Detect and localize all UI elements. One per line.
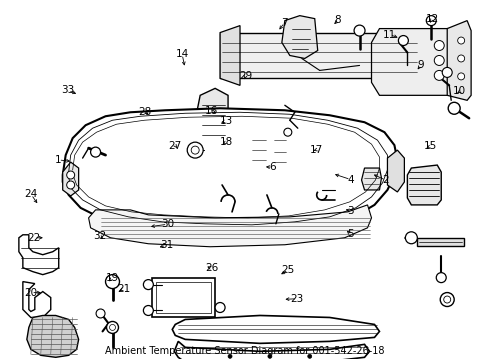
Polygon shape [19,235,59,275]
Polygon shape [416,238,463,246]
Circle shape [215,302,224,312]
Text: 6: 6 [269,162,276,172]
Polygon shape [62,162,79,196]
Text: Ambient Temperature Sensor Diagram for 001-542-26-18: Ambient Temperature Sensor Diagram for 0… [104,346,384,356]
Polygon shape [220,32,419,78]
Polygon shape [152,278,215,318]
Circle shape [109,324,115,330]
Polygon shape [386,150,404,192]
Circle shape [398,36,407,45]
Text: 30: 30 [161,219,174,229]
Polygon shape [361,168,381,190]
Circle shape [143,280,153,289]
Circle shape [447,102,459,114]
Text: 28: 28 [138,107,151,117]
Text: 5: 5 [346,229,353,239]
Circle shape [143,306,153,315]
Polygon shape [174,341,369,360]
Circle shape [267,354,271,358]
Circle shape [227,354,232,358]
Text: 23: 23 [290,294,303,304]
Circle shape [439,293,453,306]
Text: 7: 7 [281,18,287,28]
Circle shape [106,321,118,333]
Text: 33: 33 [61,85,75,95]
Polygon shape [172,315,379,343]
Polygon shape [249,130,267,165]
Polygon shape [62,108,397,232]
Circle shape [90,147,101,157]
Text: 31: 31 [160,240,173,250]
Text: 9: 9 [417,60,423,70]
Circle shape [307,354,311,358]
Text: 17: 17 [309,145,323,155]
Circle shape [433,41,443,50]
Circle shape [191,146,199,154]
Circle shape [66,181,75,189]
Circle shape [96,309,105,318]
Text: 25: 25 [281,265,294,275]
Circle shape [353,25,364,36]
Text: 15: 15 [423,141,436,151]
Text: 32: 32 [93,231,106,241]
Text: 12: 12 [425,14,438,24]
Polygon shape [27,315,79,357]
Circle shape [457,73,464,80]
Text: 4: 4 [346,175,353,185]
Polygon shape [271,130,287,175]
Text: 27: 27 [168,141,182,150]
Circle shape [443,296,450,303]
Polygon shape [281,15,317,58]
Text: 24: 24 [24,189,38,199]
Circle shape [435,273,446,283]
Text: 18: 18 [219,137,232,147]
Circle shape [433,71,443,80]
Circle shape [187,142,203,158]
Text: 26: 26 [204,263,218,273]
Polygon shape [23,282,51,318]
Polygon shape [156,282,211,314]
Text: 14: 14 [175,49,188,59]
Circle shape [441,67,451,77]
Text: 16: 16 [204,106,218,116]
Polygon shape [195,88,227,148]
Polygon shape [88,205,371,247]
Circle shape [457,55,464,62]
Text: 21: 21 [117,284,130,293]
Text: 10: 10 [452,86,466,96]
Circle shape [426,15,435,26]
Polygon shape [371,28,456,95]
Circle shape [457,37,464,44]
Text: 20: 20 [24,288,38,298]
Text: 29: 29 [238,71,252,81]
Text: 22: 22 [27,233,41,243]
Text: 1: 1 [55,155,61,165]
Circle shape [283,128,291,136]
Polygon shape [407,165,440,205]
Polygon shape [220,26,240,85]
Polygon shape [447,21,470,100]
Text: 11: 11 [382,30,395,40]
Text: 2: 2 [382,175,388,185]
Text: 8: 8 [334,15,341,25]
Text: 13: 13 [219,116,232,126]
Text: 19: 19 [105,273,119,283]
Circle shape [433,55,443,66]
Circle shape [405,232,416,244]
Circle shape [66,171,75,179]
Circle shape [105,275,119,289]
Text: 3: 3 [346,206,353,216]
